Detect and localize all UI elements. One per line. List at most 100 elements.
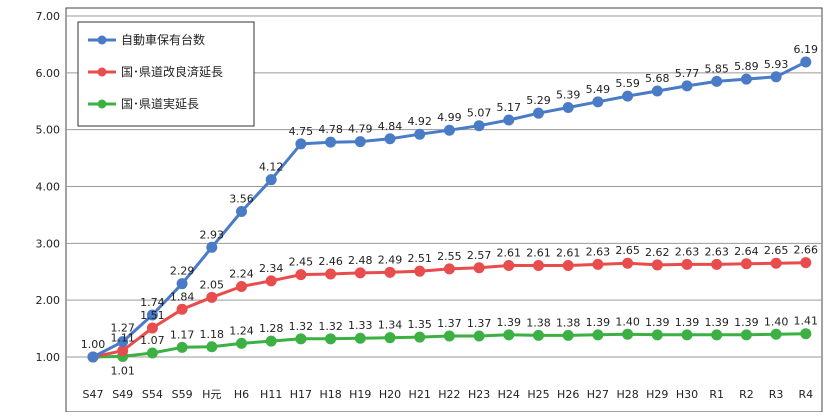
data-label: 2.29 [170, 265, 195, 278]
data-point [503, 259, 515, 271]
data-point [146, 322, 158, 334]
data-label: 5.39 [556, 89, 581, 102]
data-point [117, 345, 129, 357]
data-point [354, 267, 366, 279]
data-label: 1.28 [259, 322, 284, 335]
x-tick-label: R4 [798, 388, 813, 401]
data-label: 1.24 [229, 324, 254, 337]
data-point [206, 291, 218, 303]
data-label: 1.51 [140, 309, 165, 322]
data-label: 5.68 [645, 72, 670, 85]
x-tick-label: H20 [379, 388, 401, 401]
data-point [325, 333, 337, 345]
data-label: 1.39 [704, 316, 729, 329]
data-label: 2.57 [467, 249, 492, 262]
data-label: 2.93 [200, 228, 225, 241]
x-tick-label: S49 [112, 388, 133, 401]
data-point [176, 341, 188, 353]
x-tick-label: R3 [769, 388, 784, 401]
data-label: 1.11 [110, 332, 135, 345]
y-tick-label: 5.00 [36, 124, 61, 137]
data-label: 2.61 [556, 246, 581, 259]
data-point [146, 309, 158, 321]
x-axis-ticks: S47 S49 S54 S59 H元 H6 H11 H17 H18 H19 H20 H21 H22 H23… [83, 388, 814, 401]
y-tick-label: 1.00 [36, 351, 61, 364]
data-label: 2.61 [497, 246, 522, 259]
data-label: 1.41 [794, 315, 819, 328]
data-label: 6.19 [794, 43, 819, 56]
data-point [711, 258, 723, 270]
data-label: 2.62 [645, 246, 670, 259]
x-tick-label: H24 [498, 388, 520, 401]
x-tick-label: H元 [202, 388, 221, 401]
data-label: 2.45 [289, 256, 314, 269]
data-label: 1.84 [170, 290, 195, 303]
x-tick-label: H27 [587, 388, 609, 401]
data-label: 5.07 [467, 107, 492, 120]
data-point [236, 337, 247, 349]
data-label: 2.63 [586, 245, 611, 258]
data-point [622, 257, 634, 269]
data-label: 2.46 [318, 255, 343, 268]
data-point [473, 120, 485, 132]
x-tick-label: H30 [676, 388, 698, 401]
data-label: 2.51 [407, 252, 432, 265]
data-label: 1.39 [675, 316, 700, 329]
data-point [533, 107, 544, 119]
data-point [562, 102, 574, 114]
data-label: 1.00 [81, 338, 106, 351]
x-tick-label: H25 [527, 388, 549, 401]
data-point [533, 259, 544, 271]
data-point [592, 96, 604, 108]
data-label: 1.18 [200, 328, 225, 341]
data-point [443, 263, 455, 275]
data-label: 1.32 [289, 320, 314, 333]
data-labels: 1.00 1.27 1.74 2.29 2.93 3.56 4.12 4.75 4.78 4.79… [81, 43, 818, 377]
x-tick-label: H18 [319, 388, 341, 401]
legend-swatch-marker [97, 99, 107, 109]
data-label: 3.56 [229, 193, 254, 206]
data-label: 4.79 [348, 123, 373, 136]
x-tick-label: H21 [409, 388, 431, 401]
data-label: 2.24 [229, 268, 254, 281]
x-tick-label: H22 [438, 388, 460, 401]
data-label: 1.39 [586, 316, 611, 329]
x-tick-label: S59 [172, 388, 193, 401]
data-label: 5.93 [764, 58, 789, 71]
data-label: 1.74 [140, 296, 165, 309]
legend-swatch-marker [97, 67, 107, 77]
data-point [176, 278, 188, 290]
data-label: 2.34 [259, 262, 284, 275]
data-point [681, 80, 693, 92]
data-label: 1.35 [407, 318, 432, 331]
data-point [622, 328, 634, 340]
data-label: 1.38 [556, 316, 581, 329]
data-label: 1.37 [437, 317, 462, 330]
data-point [562, 259, 574, 271]
data-label: 2.66 [794, 244, 819, 257]
data-point [414, 128, 426, 140]
data-point [325, 136, 337, 148]
x-tick-label: H23 [468, 388, 490, 401]
x-tick-label: H28 [616, 388, 638, 401]
legend-label: 国･県道実延長 [121, 96, 199, 111]
data-point [117, 336, 129, 348]
data-point [711, 329, 723, 341]
data-label: 5.85 [704, 62, 729, 75]
data-label: 1.40 [764, 315, 789, 328]
data-point [295, 333, 307, 345]
data-label: 1.17 [170, 328, 195, 341]
data-point [651, 85, 663, 97]
data-point [236, 281, 247, 293]
data-point [265, 275, 277, 287]
data-label: 2.55 [437, 250, 462, 263]
data-point [295, 138, 307, 150]
data-point [503, 329, 515, 341]
x-tick-label: H17 [290, 388, 312, 401]
data-label: 2.63 [675, 245, 700, 258]
x-tick-label: H19 [349, 388, 371, 401]
data-point [562, 329, 574, 341]
data-point [354, 332, 366, 344]
